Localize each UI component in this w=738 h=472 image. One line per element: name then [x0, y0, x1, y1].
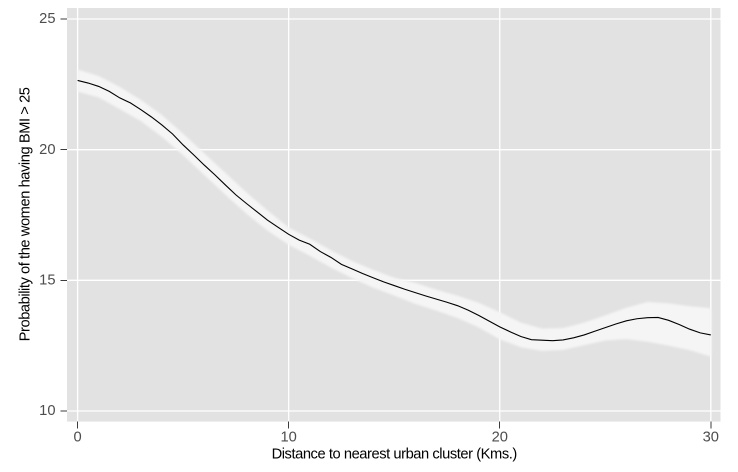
svg-text:20: 20 [39, 142, 55, 158]
svg-text:10: 10 [280, 430, 296, 446]
svg-text:10: 10 [39, 403, 55, 419]
svg-text:25: 25 [39, 11, 55, 27]
svg-text:30: 30 [703, 430, 719, 446]
svg-text:0: 0 [74, 430, 82, 446]
svg-text:20: 20 [492, 430, 508, 446]
svg-text:15: 15 [39, 273, 55, 289]
svg-text:Probability of the women havin: Probability of the women having BMI > 25 [18, 87, 34, 341]
svg-text:Distance to nearest urban clus: Distance to nearest urban cluster (Kms.) [272, 447, 517, 463]
